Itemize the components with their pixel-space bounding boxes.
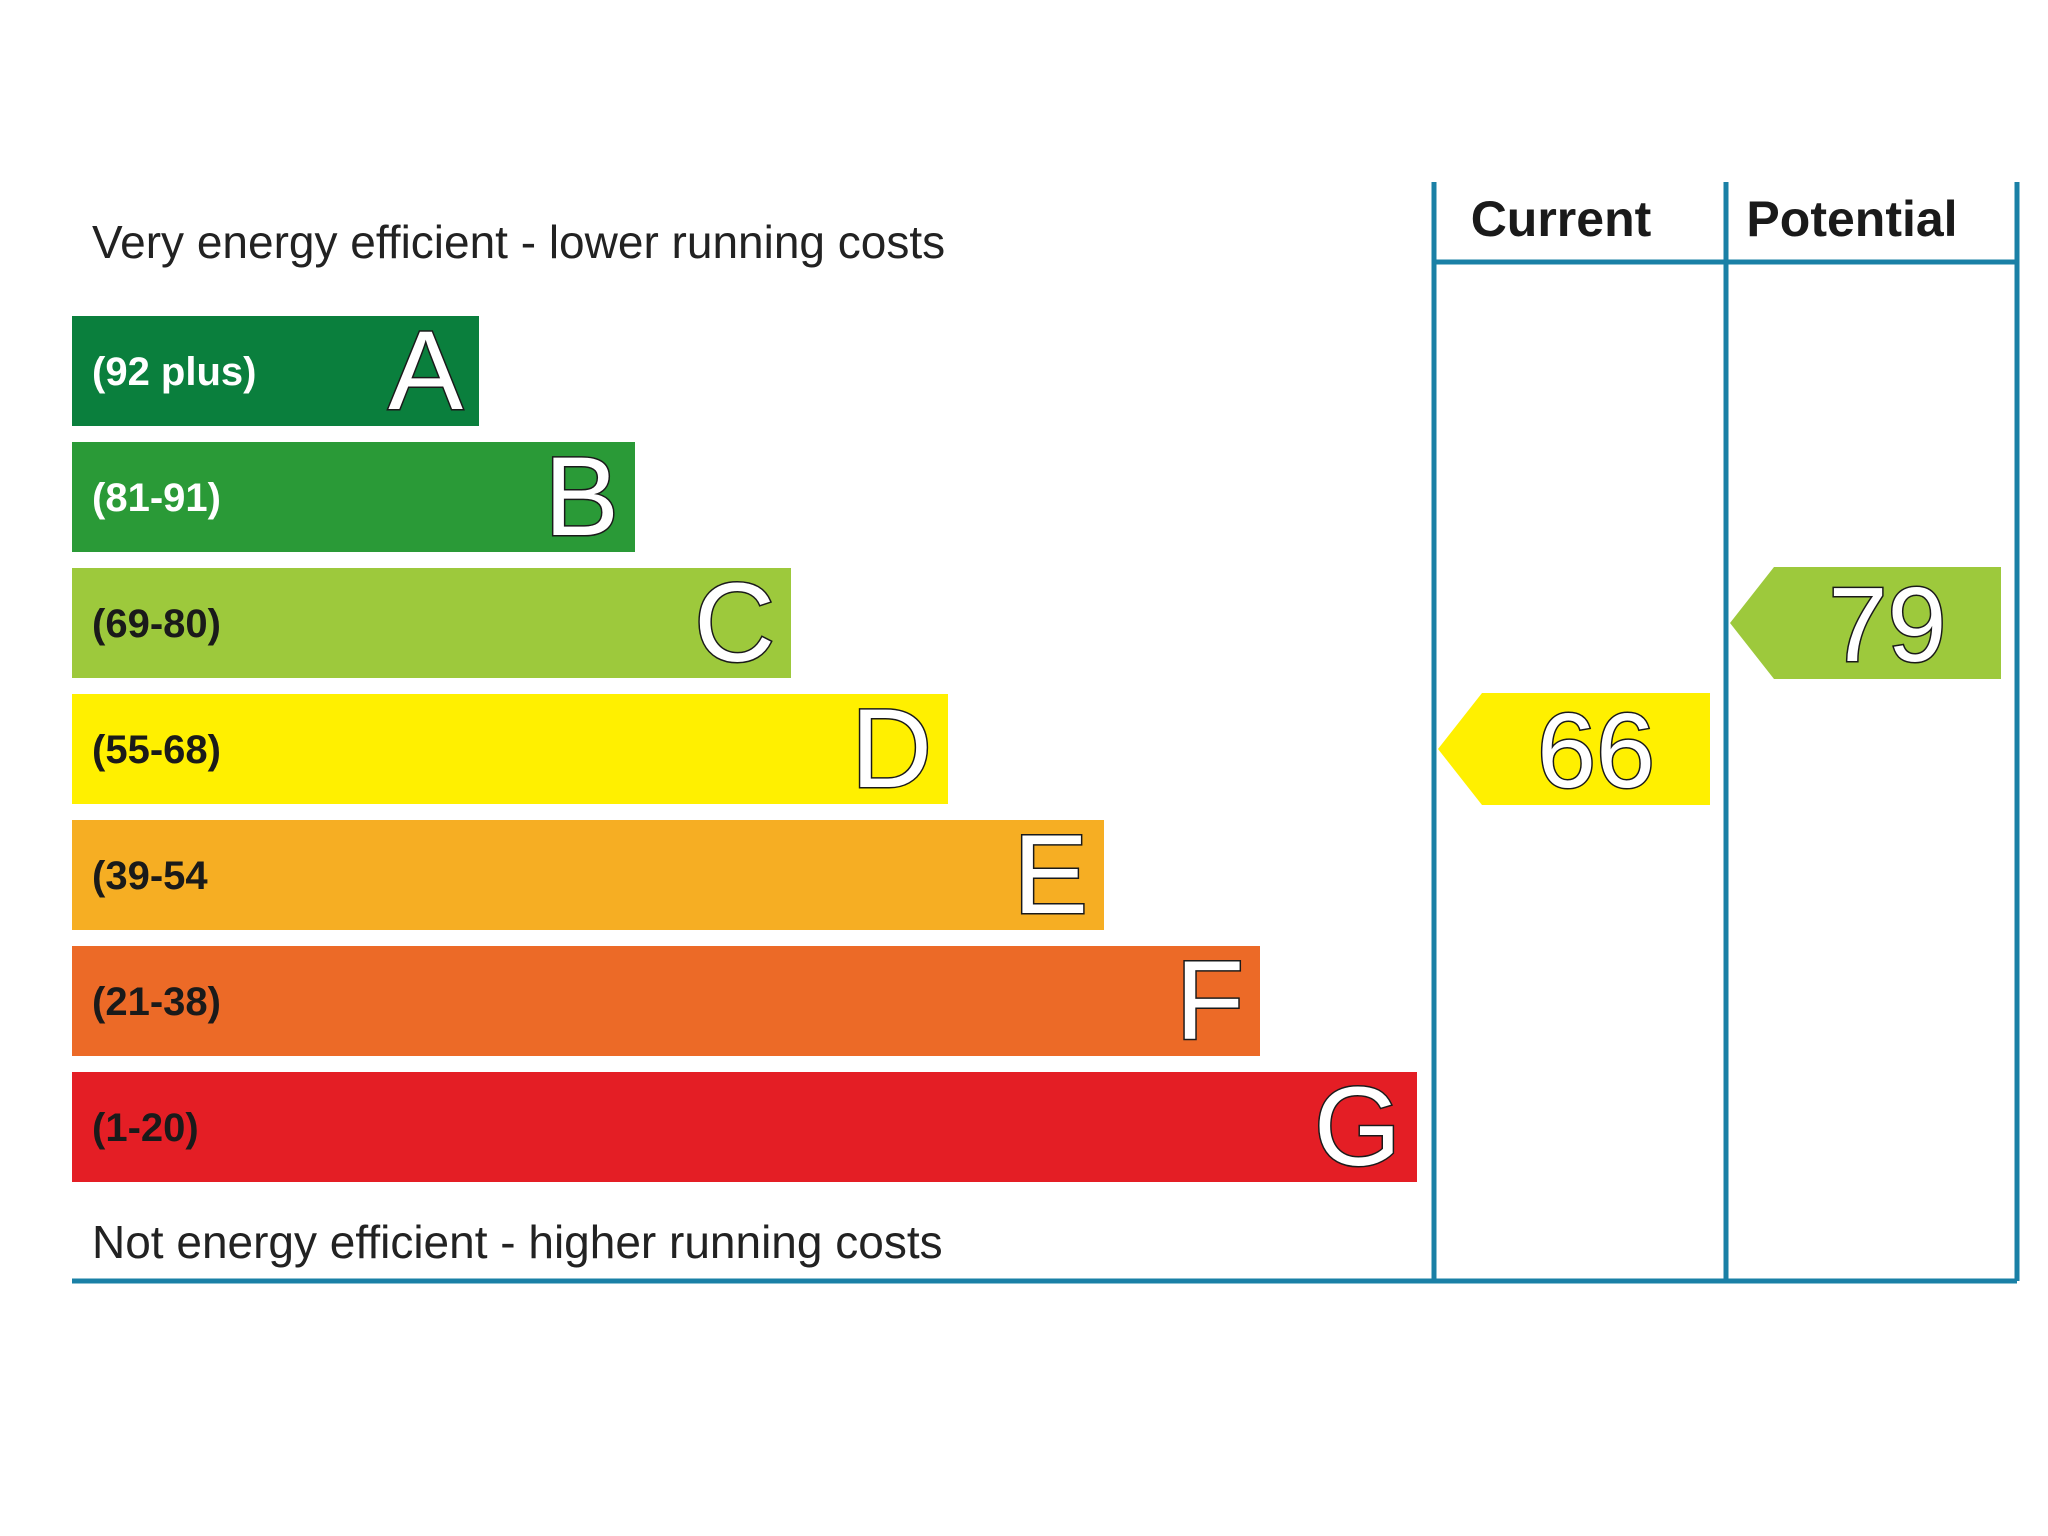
band-range-c: (69-80) (92, 602, 221, 646)
band-b: (81-91) B (72, 433, 635, 561)
band-bar-c (72, 568, 791, 678)
potential-value: 79 (1829, 566, 1947, 684)
band-g: (1-20) G (72, 1063, 1417, 1191)
band-letter-g: G (1314, 1064, 1401, 1189)
band-e: (39-54 E (72, 811, 1104, 939)
band-bar-d (72, 694, 948, 804)
band-letter-b: B (544, 434, 619, 559)
potential-indicator: 79 (1730, 565, 2001, 686)
current-indicator: 66 (1438, 691, 1710, 812)
band-bar-f (72, 946, 1260, 1056)
rating-frame (72, 182, 2020, 1284)
potential-header: Potential (1746, 191, 1957, 247)
band-f: (21-38) F (72, 937, 1260, 1065)
band-a: (92 plus) A (72, 307, 479, 435)
top-caption: Very energy efficient - lower running co… (92, 216, 945, 268)
band-letter-a: A (388, 308, 463, 433)
rating-bands: (92 plus) A(81-91) B(69-80) C(55-68) D(39-54… (72, 307, 1417, 1191)
band-d: (55-68) D (72, 685, 948, 813)
current-header: Current (1471, 191, 1652, 247)
current-value: 66 (1537, 692, 1655, 810)
band-bar-e (72, 820, 1104, 930)
band-c: (69-80) C (72, 559, 791, 687)
band-bar-a (72, 316, 479, 426)
band-bar-g (72, 1072, 1417, 1182)
band-range-d: (55-68) (92, 728, 221, 772)
band-letter-c: C (694, 560, 775, 685)
band-range-a: (92 plus) (92, 350, 256, 394)
band-bar-b (72, 442, 635, 552)
band-letter-e: E (1013, 812, 1088, 937)
current-arrow (1438, 693, 1710, 805)
band-range-e: (39-54 (92, 854, 208, 898)
band-range-b: (81-91) (92, 476, 221, 520)
bottom-caption: Not energy efficient - higher running co… (92, 1216, 943, 1268)
band-letter-f: F (1176, 938, 1244, 1063)
rating-indicators: 66 79 (1438, 565, 2001, 812)
band-range-f: (21-38) (92, 980, 221, 1024)
band-range-g: (1-20) (92, 1106, 199, 1150)
band-letter-d: D (851, 686, 932, 811)
potential-arrow (1730, 567, 2001, 679)
